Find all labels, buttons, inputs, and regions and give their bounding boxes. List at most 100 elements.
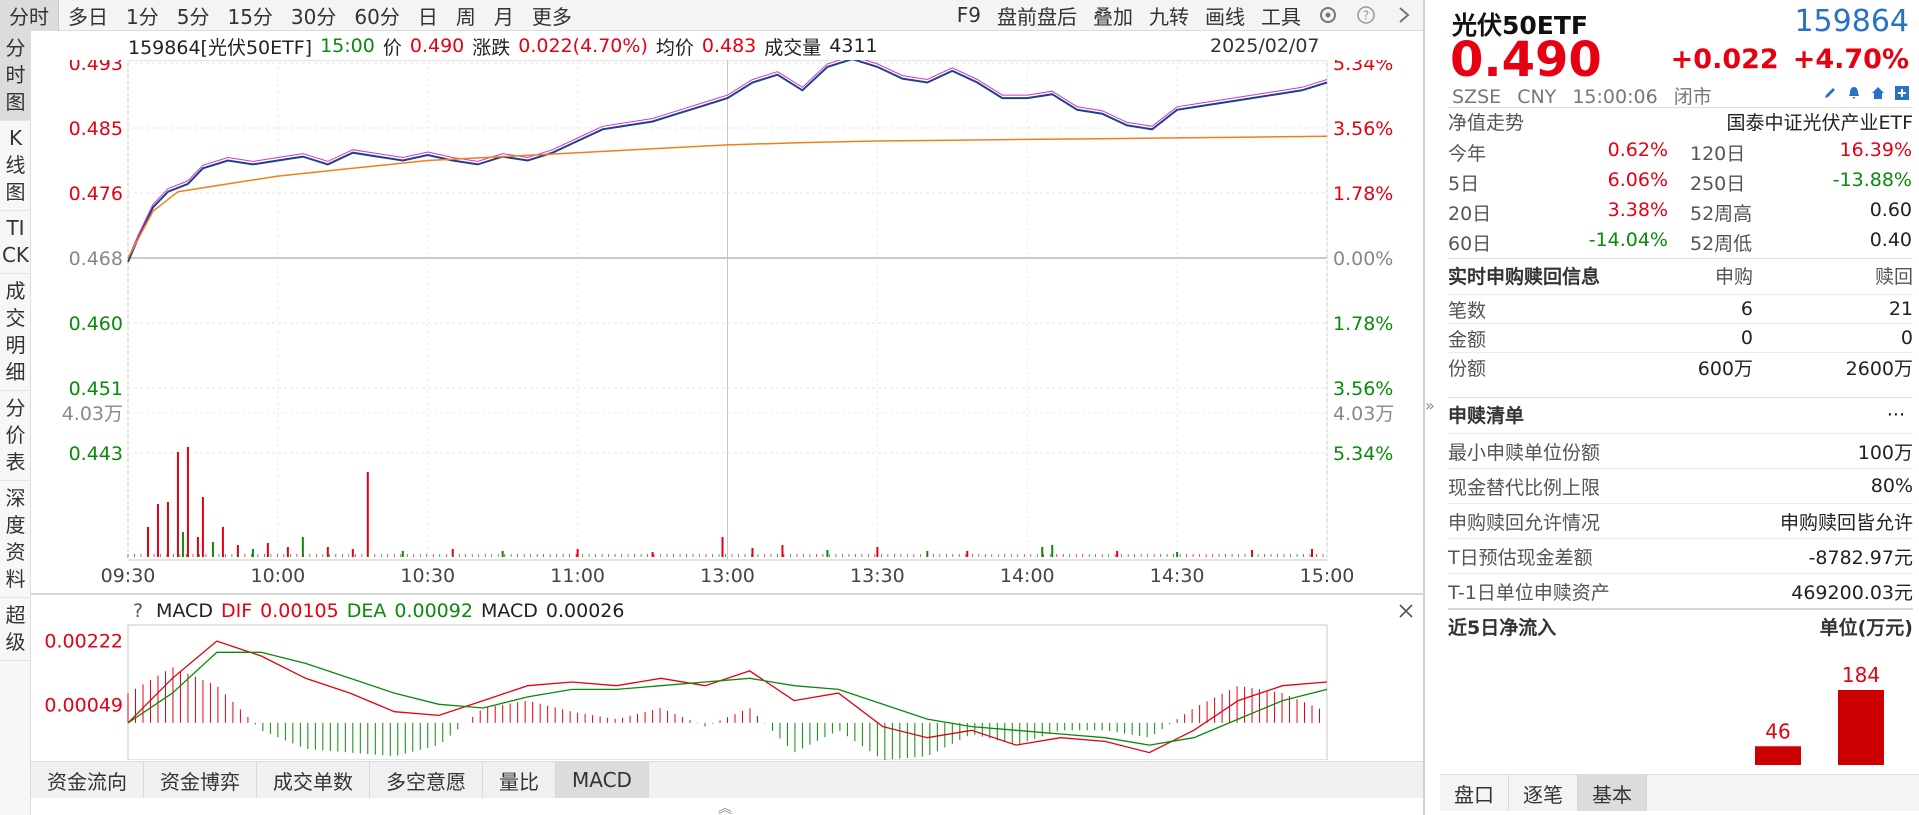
subscribe-value: 600万 (1697, 357, 1753, 380)
macd-value: 0.00026 (545, 600, 625, 622)
net-inflow-chart: 46 184 (1755, 663, 1884, 765)
creation-list-header: 申赎清单 ··· (1448, 397, 1913, 431)
left-tab[interactable]: 分时图 (0, 31, 31, 121)
left-tab[interactable]: 成交明细 (0, 274, 31, 391)
realtime-subscription-header: 实时申购赎回信息 申购 赎回 (1448, 258, 1913, 292)
expand-panel-icon[interactable]: » (1425, 396, 1435, 415)
collapse-up-icon[interactable]: ︽ (718, 801, 732, 815)
toolbar-button[interactable]: 叠加 (1093, 4, 1133, 29)
left-tab[interactable]: 超级 (0, 598, 31, 661)
svg-text:?: ? (1363, 9, 1369, 23)
indicator-tab[interactable]: 资金流向 (31, 762, 144, 798)
macd-y-tick: 0.00049 (44, 695, 123, 717)
creation-list-row: T-1日单位申赎资产 469200.03元 (1448, 573, 1913, 608)
exchange-status: SZSE CNY 15:00:06 闭市 (1452, 82, 1722, 109)
alert-bell-icon[interactable] (1845, 84, 1863, 102)
perf-value: 0.62% (1607, 138, 1668, 161)
perf-cell: 250日 -13.88% (1680, 169, 1912, 196)
indicator-tab[interactable]: 成交单数 (257, 762, 370, 798)
add-watchlist-icon[interactable] (1893, 84, 1911, 102)
home-icon[interactable] (1869, 84, 1887, 102)
redeem-col-label: 赎回 (1874, 266, 1913, 288)
dea-line (127, 651, 1328, 746)
more-icon[interactable]: ··· (1886, 403, 1905, 426)
dif-line (127, 640, 1328, 754)
period-tab[interactable]: 1分 (126, 4, 159, 29)
change-value: 0.022(4.70%) (518, 35, 648, 57)
indicator-tab[interactable]: MACD (556, 762, 649, 798)
perf-cell: 120日 16.39% (1680, 139, 1912, 166)
period-tab[interactable]: 60分 (354, 4, 400, 29)
side-tab[interactable]: 盘口 (1440, 775, 1509, 811)
change-amount: +0.022 (1670, 44, 1779, 75)
period-tab[interactable]: 分时 (0, 0, 59, 31)
period-tab[interactable]: 多日 (68, 4, 108, 29)
period-tab[interactable]: 5分 (176, 4, 210, 29)
help-icon[interactable]: ? (1347, 0, 1385, 31)
period-tab[interactable]: 15分 (227, 4, 273, 29)
panel-divider[interactable] (1423, 0, 1425, 815)
quote-timestamp: 15:00:06 (1572, 86, 1658, 108)
creation-list-row: 最小申赎单位份额 100万 (1448, 433, 1913, 468)
settings-gear-icon[interactable] (1309, 0, 1347, 31)
indicator-tab[interactable]: 资金博弈 (144, 762, 257, 798)
perf-row: 60日 -14.04% 52周低 0.40 (1448, 227, 1913, 257)
macd-frame (127, 624, 1328, 760)
side-tab[interactable]: 逐笔 (1509, 775, 1578, 811)
period-tab[interactable]: 周 (455, 4, 476, 29)
period-tab[interactable]: 月 (493, 4, 514, 29)
nav-trend-row[interactable]: 净值走势 国泰中证光伏产业ETF (1448, 107, 1913, 135)
period-tab[interactable]: 30分 (290, 4, 337, 29)
edit-icon[interactable] (1821, 84, 1839, 102)
close-indicator-icon[interactable] (1393, 598, 1419, 624)
perf-row: 20日 3.38% 52周高 0.60 (1448, 197, 1913, 227)
intraday-chart[interactable]: 0.493 5.34% 0.485 3.56% 0.476 1.78% 0.468 0.00%… (31, 60, 1423, 760)
dif-value: 0.00105 (260, 600, 339, 622)
price-value: 0.490 (409, 35, 465, 57)
x-tick: 10:00 (250, 565, 305, 587)
period-tab[interactable]: 更多 (531, 4, 572, 29)
row-label: 最小申赎单位份额 (1448, 441, 1601, 464)
left-tab[interactable]: K线图 (0, 121, 31, 211)
perf-row: 5日 6.06% 250日 -13.88% (1448, 167, 1913, 197)
perf-label: 5日 (1448, 172, 1480, 195)
avg-label: 均价 (655, 36, 694, 59)
row-label: 份额 (1448, 357, 1487, 380)
indicator-tab[interactable]: 量比 (483, 762, 556, 798)
left-tab[interactable]: 分价表 (0, 391, 31, 481)
toolbar-button[interactable]: 画线 (1205, 4, 1245, 29)
performance-table: 今年 0.62% 120日 16.39% 5日 6.06% 250日 -13.88% 20日 3.… (1448, 137, 1913, 257)
y-right-tick: 5.34% (1333, 60, 1393, 75)
underlying-fund-name: 国泰中证光伏产业ETF (1726, 112, 1913, 134)
toolbar-button[interactable]: F9 (956, 3, 981, 27)
redeem-value: 0 (1900, 327, 1913, 349)
perf-cell: 52周低 0.40 (1680, 229, 1912, 256)
period-tab[interactable]: 日 (417, 4, 438, 29)
period-tabs: 分时 多日 1分 5分 15分 30分 60分日周月更多 (0, 0, 581, 31)
y-left-tick: 0.493 (69, 60, 123, 75)
toolbar-button[interactable]: 九转 (1149, 4, 1189, 29)
row-label: T日预估现金差额 (1448, 546, 1593, 569)
price-line-secondary (127, 60, 1328, 260)
macd-y-tick: 0.00222 (44, 630, 123, 652)
side-panel-tabs: 盘口 逐笔 基本 (1440, 774, 1919, 811)
y-left-tick: 0.460 (69, 313, 123, 335)
macd-help-icon[interactable]: ? (132, 600, 144, 622)
creation-list-row: 现金替代比例上限 80% (1448, 468, 1913, 503)
chevron-right-icon[interactable] (1385, 0, 1423, 31)
indicator-tabs: 资金流向 资金博弈 成交单数 多空意愿 量比 MACD (31, 761, 1423, 798)
redeem-value: 21 (1888, 298, 1913, 320)
y-right-tick: 1.78% (1333, 313, 1393, 335)
fund-code: 159864 (1794, 4, 1909, 39)
left-tab[interactable]: 深度资料 (0, 481, 31, 598)
period-toolbar: 分时 多日 1分 5分 15分 30分 60分日周月更多 F9 盘前盘后 叠加 九转 画线 工具 ? (0, 0, 1423, 31)
indicator-tab[interactable]: 多空意愿 (370, 762, 483, 798)
toolbar-button[interactable]: 盘前盘后 (997, 4, 1077, 29)
x-tick: 15:00 (1300, 565, 1355, 587)
left-tab[interactable]: TICK (0, 211, 31, 274)
perf-label: 60日 (1448, 232, 1492, 255)
side-tab[interactable]: 基本 (1578, 775, 1647, 811)
toolbar-button[interactable]: 工具 (1261, 4, 1301, 29)
net-inflow-title: 近5日净流入 (1448, 616, 1557, 639)
perf-label: 52周低 (1690, 232, 1753, 255)
